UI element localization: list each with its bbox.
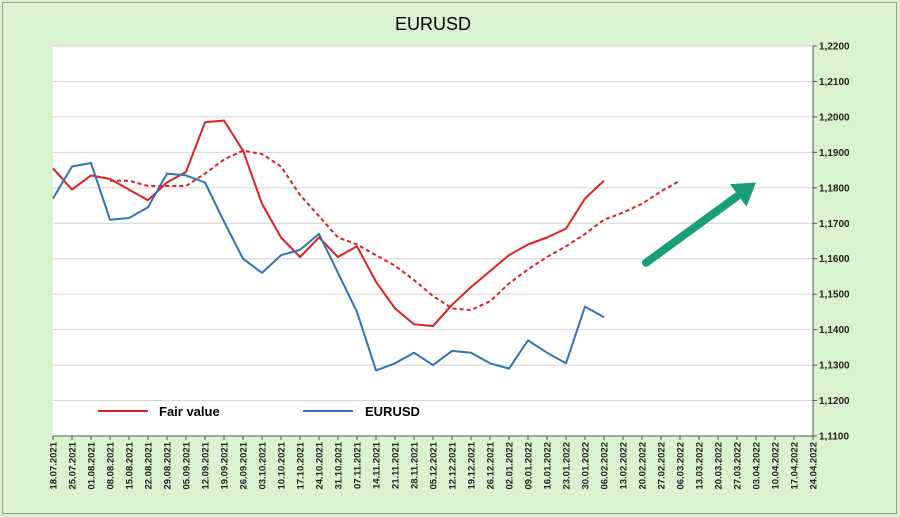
x-tick-label: 15.08.2021 bbox=[125, 441, 136, 489]
trend-arrow bbox=[642, 182, 756, 267]
x-tick-label: 23.01.2022 bbox=[562, 442, 573, 490]
chart-title: EURUSD bbox=[395, 14, 471, 34]
x-tick-label: 09.01.2022 bbox=[524, 442, 535, 490]
x-tick-label: 17.04.2022 bbox=[790, 442, 801, 490]
x-tick-label: 05.12.2021 bbox=[429, 441, 440, 489]
eurusd-line bbox=[52, 162, 605, 372]
y-tick-label: 1,1500 bbox=[819, 290, 850, 301]
x-tick-label: 01.08.2021 bbox=[87, 441, 98, 489]
x-tick-label: 17.10.2021 bbox=[296, 441, 307, 489]
y-tick-label: 1,1300 bbox=[819, 361, 850, 372]
x-tick-label: 26.12.2021 bbox=[486, 441, 497, 489]
y-tick-labels: 1,1100 1,1200 1,1300 1,1400 1,1500 1,1600 1,17… bbox=[819, 42, 850, 443]
fair-value-line bbox=[52, 119, 605, 328]
y-tick-label: 1,1200 bbox=[819, 396, 850, 407]
y-tick-label: 1,1600 bbox=[819, 254, 850, 265]
x-tick-label: 07.11.2021 bbox=[353, 441, 364, 489]
x-tick-label: 25.07.2021 bbox=[68, 441, 79, 489]
y-tick-label: 1,2200 bbox=[819, 42, 850, 53]
plot-area bbox=[53, 46, 813, 436]
x-tick-label: 28.11.2021 bbox=[410, 441, 421, 489]
y-tick-label: 1,1400 bbox=[819, 325, 850, 336]
axes bbox=[52, 46, 814, 440]
fair-value-forecast-line bbox=[110, 149, 681, 312]
x-tick-label: 06.03.2022 bbox=[676, 442, 687, 490]
x-tick-label: 13.02.2022 bbox=[619, 442, 630, 490]
y-tick-label: 1,1800 bbox=[819, 183, 850, 194]
y-tick-label: 1,1900 bbox=[819, 148, 850, 159]
x-tick-label: 19.12.2021 bbox=[467, 441, 478, 489]
legend-label-fair-value: Fair value bbox=[159, 404, 220, 419]
x-tick-label: 24.04.2022 bbox=[809, 442, 820, 490]
x-tick-label: 22.08.2021 bbox=[144, 441, 155, 489]
series-lines bbox=[52, 119, 681, 372]
legend: Fair value EURUSD bbox=[98, 404, 420, 419]
x-tick-label: 20.03.2022 bbox=[714, 442, 725, 490]
x-tick-label: 20.02.2022 bbox=[638, 442, 649, 490]
x-tick-labels: 18.07.2021 25.07.2021 01.08.2021 08.08.2021… bbox=[49, 441, 820, 489]
x-tick-label: 05.09.2021 bbox=[182, 441, 193, 489]
grid-lines bbox=[53, 45, 817, 437]
x-tick-label: 19.09.2021 bbox=[220, 441, 231, 489]
x-tick-label: 06.02.2022 bbox=[600, 442, 611, 490]
x-tick-label: 24.10.2021 bbox=[315, 441, 326, 489]
arrow-shaft bbox=[642, 191, 743, 267]
x-tick-label: 10.04.2022 bbox=[771, 442, 782, 490]
x-tick-label: 27.03.2022 bbox=[733, 442, 744, 490]
x-tick-label: 18.07.2021 bbox=[49, 441, 60, 489]
x-tick-label: 21.11.2021 bbox=[391, 441, 402, 489]
x-tick-label: 29.08.2021 bbox=[163, 441, 174, 489]
x-tick-label: 12.12.2021 bbox=[448, 441, 459, 489]
x-tick-label: 16.01.2022 bbox=[543, 442, 554, 490]
x-tick-label: 03.04.2022 bbox=[752, 442, 763, 490]
x-tick-label: 14.11.2021 bbox=[372, 441, 383, 489]
arrow-head bbox=[729, 182, 756, 207]
y-tick-label: 1,2100 bbox=[819, 77, 850, 88]
x-tick-label: 31.10.2021 bbox=[334, 441, 345, 489]
x-tick-label: 12.09.2021 bbox=[201, 441, 212, 489]
legend-label-eurusd: EURUSD bbox=[365, 404, 420, 419]
y-tick-label: 1,1700 bbox=[819, 219, 850, 230]
x-tick-label: 30.01.2022 bbox=[581, 442, 592, 490]
x-tick-label: 02.01.2022 bbox=[505, 442, 516, 490]
x-tick-label: 27.02.2022 bbox=[657, 442, 668, 490]
x-tick-label: 03.10.2021 bbox=[258, 441, 269, 489]
x-tick-label: 08.08.2021 bbox=[106, 441, 117, 489]
x-tick-label: 13.03.2022 bbox=[695, 442, 706, 490]
x-tick-label: 10.10.2021 bbox=[277, 441, 288, 489]
y-tick-label: 1,1100 bbox=[819, 432, 849, 443]
x-tick-label: 26.09.2021 bbox=[239, 441, 250, 489]
y-tick-label: 1,2000 bbox=[819, 112, 850, 123]
chart-svg: 1,1100 1,1200 1,1300 1,1400 1,1500 1,1600 1,17… bbox=[49, 14, 851, 490]
